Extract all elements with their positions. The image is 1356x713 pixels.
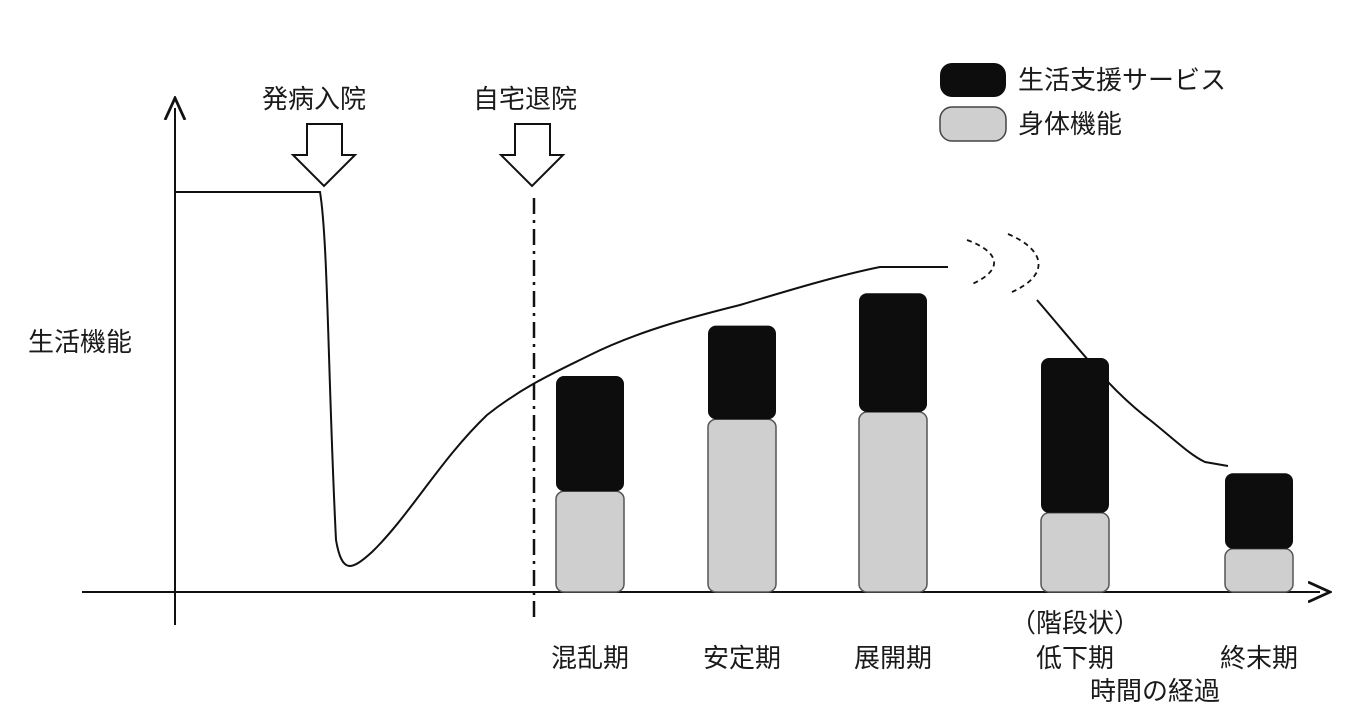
y-axis-label: 生活機能 bbox=[28, 328, 132, 358]
bar-support-4 bbox=[1225, 473, 1293, 549]
bar-physical-0 bbox=[555, 490, 625, 593]
bars-group bbox=[555, 293, 1294, 593]
decline-curve bbox=[1036, 299, 1229, 467]
category-label-2: 展開期 bbox=[854, 644, 932, 674]
bar-support-0 bbox=[556, 376, 624, 492]
bar-physical-3 bbox=[1040, 512, 1110, 593]
bar-support-2 bbox=[859, 293, 927, 412]
curve-break-mark bbox=[1007, 233, 1040, 293]
bar-physical-4 bbox=[1224, 548, 1294, 593]
bar-support-1 bbox=[708, 325, 776, 420]
bar-support-3 bbox=[1041, 358, 1109, 513]
category-label-4: 終末期 bbox=[1220, 644, 1298, 674]
event-discharge: 自宅退院 bbox=[473, 85, 577, 188]
legend-label-physical: 身体機能 bbox=[1018, 110, 1122, 140]
legend-label-support: 生活支援サービス bbox=[1018, 66, 1226, 96]
life-function-curve bbox=[175, 191, 948, 567]
curve-break-mark bbox=[966, 239, 995, 286]
category-labels: 混乱期 安定期 展開期 低下期 （階段状） 終末期 bbox=[551, 609, 1298, 674]
legend-swatch-physical bbox=[939, 106, 1007, 142]
category-label-3: 低下期 bbox=[1036, 644, 1114, 674]
event-admission: 発病入院 bbox=[262, 85, 366, 188]
legend-swatch-support bbox=[940, 63, 1006, 97]
bar-physical-2 bbox=[858, 411, 928, 593]
bar-physical-1 bbox=[707, 418, 777, 593]
category-label-0: 混乱期 bbox=[551, 644, 629, 674]
legend: 生活支援サービス 身体機能 bbox=[939, 63, 1226, 142]
event-label-discharge: 自宅退院 bbox=[473, 85, 577, 115]
down-arrow-icon bbox=[290, 123, 358, 188]
x-axis-label: 時間の経過 bbox=[1090, 677, 1220, 707]
category-note: （階段状） bbox=[1010, 609, 1140, 639]
event-label-admission: 発病入院 bbox=[262, 85, 366, 115]
category-label-1: 安定期 bbox=[703, 644, 781, 674]
down-arrow-icon bbox=[498, 123, 566, 188]
